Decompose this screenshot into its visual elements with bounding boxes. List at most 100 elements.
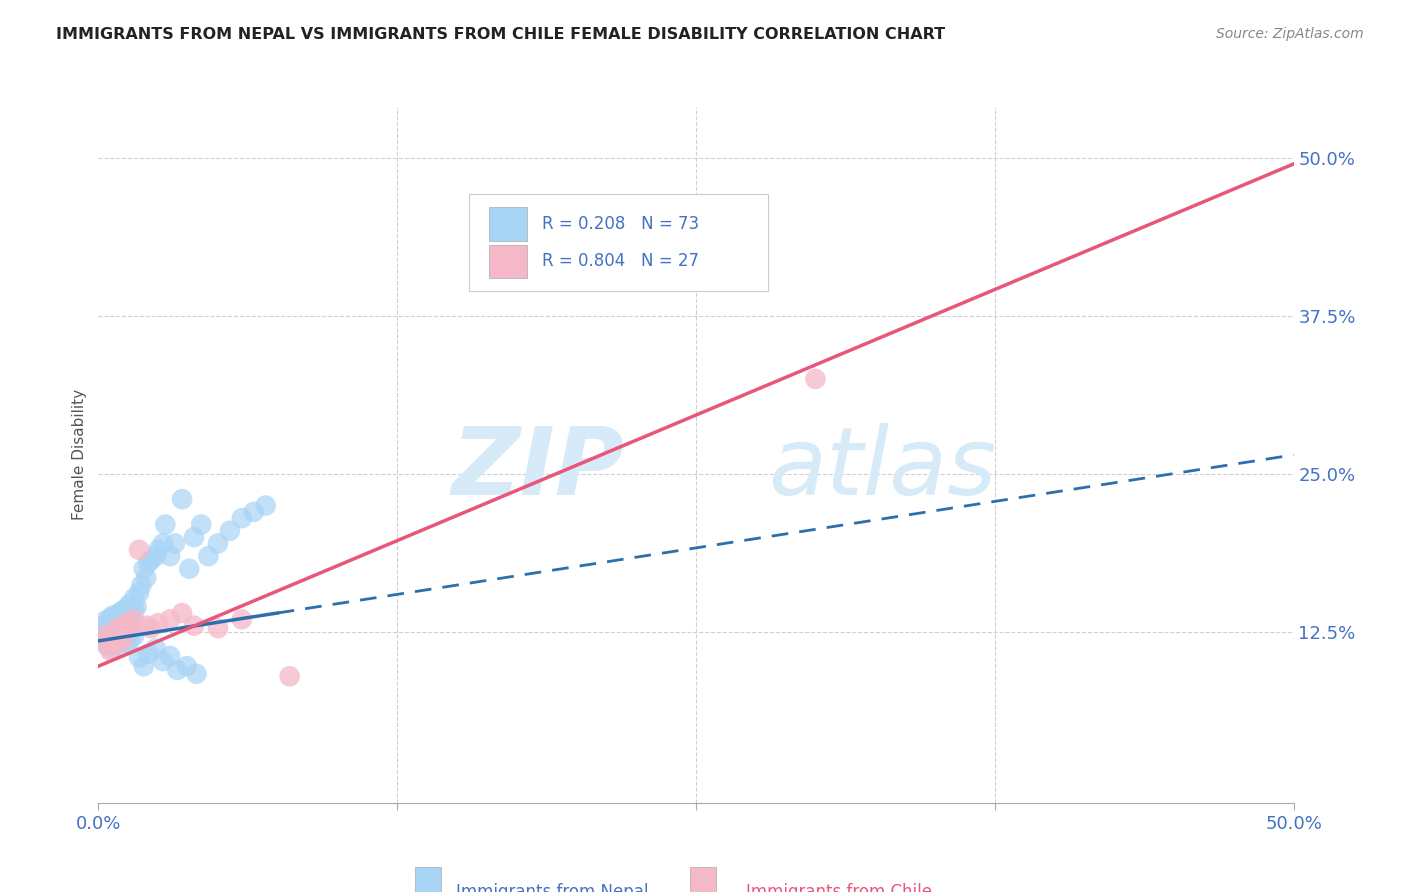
Point <box>172 606 194 620</box>
Point <box>145 549 167 563</box>
Point <box>128 586 150 600</box>
Point <box>124 591 146 605</box>
Point <box>114 625 136 640</box>
Text: ZIP: ZIP <box>451 423 624 515</box>
Point <box>114 629 136 643</box>
Point <box>176 659 198 673</box>
Point <box>91 618 114 632</box>
Point <box>145 641 167 656</box>
Point <box>97 633 120 648</box>
Point <box>124 629 146 643</box>
Point <box>98 623 122 637</box>
Point <box>278 669 301 683</box>
Point <box>163 536 186 550</box>
Point <box>111 632 134 646</box>
Point <box>98 644 122 658</box>
Point <box>152 654 174 668</box>
Point <box>118 633 141 648</box>
Bar <box>489 207 527 241</box>
Point <box>111 612 134 626</box>
Point <box>118 608 141 623</box>
Point <box>135 618 157 632</box>
Point <box>104 621 127 635</box>
Point <box>107 621 129 635</box>
Point <box>121 606 143 620</box>
Point <box>104 638 127 652</box>
Point <box>138 556 160 570</box>
Point <box>197 549 219 563</box>
Point <box>166 663 188 677</box>
Point <box>152 536 174 550</box>
Point <box>118 621 141 635</box>
Point <box>114 615 136 629</box>
Bar <box>690 867 716 892</box>
Point <box>97 624 120 638</box>
Point <box>104 612 127 626</box>
Point <box>148 542 170 557</box>
Point <box>107 633 129 648</box>
Point <box>139 553 162 567</box>
Y-axis label: Female Disability: Female Disability <box>72 389 87 521</box>
Point <box>804 372 827 386</box>
Point <box>172 492 194 507</box>
Point <box>159 648 181 663</box>
Point <box>128 542 150 557</box>
Point <box>115 601 138 615</box>
Bar <box>415 867 441 892</box>
Point <box>111 633 134 648</box>
Point <box>124 602 146 616</box>
Point <box>98 641 122 656</box>
Point <box>231 612 253 626</box>
Point <box>219 524 242 538</box>
Point <box>108 616 131 631</box>
Point <box>101 625 124 640</box>
Point <box>243 505 266 519</box>
Point <box>101 620 124 634</box>
Point <box>94 621 117 635</box>
Point <box>155 517 177 532</box>
Point <box>128 650 150 665</box>
Point <box>115 616 138 631</box>
Point <box>111 603 134 617</box>
Point <box>207 621 229 635</box>
Point <box>148 616 170 631</box>
Text: atlas: atlas <box>768 424 995 515</box>
Point <box>94 629 117 643</box>
Point <box>190 517 212 532</box>
Point <box>111 618 134 632</box>
Point <box>98 611 122 625</box>
Point <box>94 614 117 628</box>
Point <box>159 549 181 563</box>
Point <box>138 647 160 661</box>
Point <box>231 511 253 525</box>
Point <box>118 597 141 611</box>
Point <box>101 608 124 623</box>
Point <box>131 578 153 592</box>
Point <box>254 499 277 513</box>
Text: Immigrants from Nepal: Immigrants from Nepal <box>457 883 648 892</box>
Text: Immigrants from Chile: Immigrants from Chile <box>747 883 932 892</box>
FancyBboxPatch shape <box>470 194 768 292</box>
Point <box>98 617 122 632</box>
Point <box>104 636 127 650</box>
Point <box>108 639 131 653</box>
Point <box>125 599 148 614</box>
Point <box>101 632 124 646</box>
Point <box>186 666 208 681</box>
Point <box>114 605 136 619</box>
Point <box>207 536 229 550</box>
Point <box>107 607 129 622</box>
Point <box>135 571 157 585</box>
Text: R = 0.804   N = 27: R = 0.804 N = 27 <box>541 252 699 270</box>
Point <box>179 562 201 576</box>
Text: R = 0.208   N = 73: R = 0.208 N = 73 <box>541 215 699 233</box>
Point <box>107 618 129 632</box>
Point <box>108 606 131 620</box>
Bar <box>489 244 527 278</box>
Point <box>159 612 181 626</box>
Point <box>98 632 122 646</box>
Point <box>124 612 146 626</box>
Point <box>111 621 134 635</box>
Point <box>183 618 205 632</box>
Point <box>139 621 162 635</box>
